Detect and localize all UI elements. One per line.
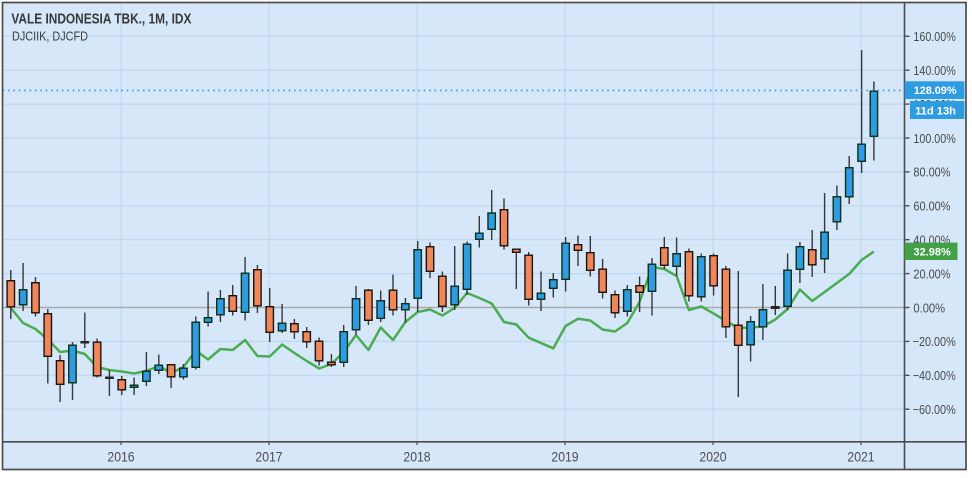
svg-text:100.00%: 100.00% — [913, 131, 956, 146]
svg-text:DJCIIK, DJCFD: DJCIIK, DJCFD — [12, 29, 88, 44]
svg-text:−20.00%: −20.00% — [913, 334, 956, 349]
svg-text:20.00%: 20.00% — [913, 266, 950, 281]
svg-text:2020: 2020 — [699, 449, 726, 464]
svg-text:32.98%: 32.98% — [914, 247, 951, 259]
svg-text:128.09%: 128.09% — [914, 85, 957, 97]
svg-text:140.00%: 140.00% — [913, 63, 956, 78]
svg-text:2017: 2017 — [255, 449, 282, 464]
svg-text:160.00%: 160.00% — [913, 29, 956, 44]
svg-text:2016: 2016 — [107, 449, 134, 464]
svg-text:80.00%: 80.00% — [913, 165, 950, 180]
svg-text:0.00%: 0.00% — [913, 300, 945, 315]
svg-text:11d 13h: 11d 13h — [915, 106, 956, 118]
svg-text:−60.00%: −60.00% — [913, 402, 956, 417]
svg-text:2019: 2019 — [551, 449, 578, 464]
svg-text:2021: 2021 — [847, 449, 874, 464]
svg-text:2018: 2018 — [403, 449, 430, 464]
svg-text:60.00%: 60.00% — [913, 199, 950, 214]
svg-text:VALE INDONESIA TBK., 1M, IDX: VALE INDONESIA TBK., 1M, IDX — [11, 11, 191, 27]
svg-text:−40.00%: −40.00% — [913, 368, 956, 383]
